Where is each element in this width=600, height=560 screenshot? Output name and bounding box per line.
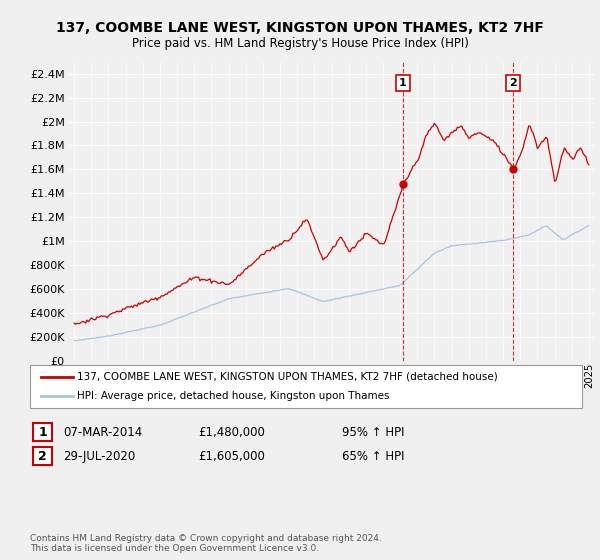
Text: 07-MAR-2014: 07-MAR-2014: [64, 426, 143, 439]
Text: 65% ↑ HPI: 65% ↑ HPI: [342, 450, 404, 463]
Text: 2: 2: [509, 78, 517, 88]
Text: £1,480,000: £1,480,000: [198, 426, 265, 439]
Text: 29-JUL-2020: 29-JUL-2020: [64, 450, 136, 463]
Text: £1,605,000: £1,605,000: [198, 450, 265, 463]
Text: Contains HM Land Registry data © Crown copyright and database right 2024.
This d: Contains HM Land Registry data © Crown c…: [30, 534, 382, 553]
Text: 1: 1: [399, 78, 407, 88]
Text: Price paid vs. HM Land Registry's House Price Index (HPI): Price paid vs. HM Land Registry's House …: [131, 37, 469, 50]
Text: 2: 2: [38, 450, 47, 463]
Text: 95% ↑ HPI: 95% ↑ HPI: [342, 426, 404, 439]
Text: 137, COOMBE LANE WEST, KINGSTON UPON THAMES, KT2 7HF (detached house): 137, COOMBE LANE WEST, KINGSTON UPON THA…: [77, 372, 497, 381]
Text: 137, COOMBE LANE WEST, KINGSTON UPON THAMES, KT2 7HF: 137, COOMBE LANE WEST, KINGSTON UPON THA…: [56, 21, 544, 35]
Text: HPI: Average price, detached house, Kingston upon Thames: HPI: Average price, detached house, King…: [77, 391, 389, 401]
Text: 1: 1: [38, 426, 47, 439]
